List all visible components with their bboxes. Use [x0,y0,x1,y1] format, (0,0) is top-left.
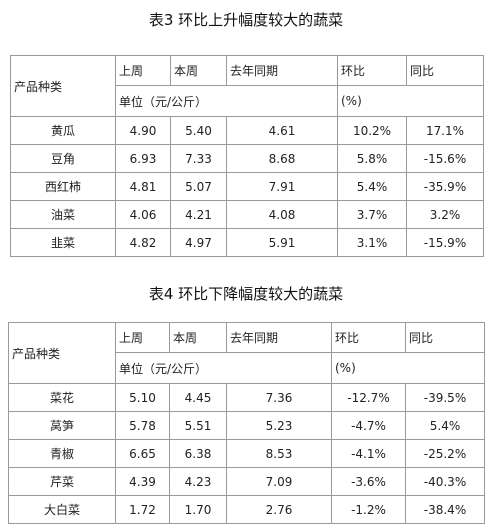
header-product: 产品种类 [10,55,116,117]
cell-this-week: 5.07 [170,172,227,201]
cell-last-year: 7.91 [226,172,338,201]
cell-last-week: 4.39 [115,467,170,496]
cell-product: 韭菜 [10,228,116,257]
cell-this-week: 4.45 [169,383,227,412]
cell-mom: -4.1% [331,439,406,468]
header-mom: 环比 [337,55,407,86]
table3-title: 表3 环比上升幅度较大的蔬菜 [148,11,344,29]
cell-yoy: -15.9% [406,228,484,257]
cell-mom: 3.7% [337,200,407,229]
cell-last-year: 7.09 [226,467,332,496]
cell-yoy: -39.5% [405,383,485,412]
table4-title: 表4 环比下降幅度较大的蔬菜 [148,285,344,303]
cell-yoy: -15.6% [406,144,484,173]
cell-mom: -1.2% [331,495,406,524]
cell-mom: 10.2% [337,116,407,145]
cell-yoy: -35.9% [406,172,484,201]
header-unit: 单位（元/公斤） [115,85,338,117]
cell-product: 青椒 [8,439,116,468]
cell-mom: 5.8% [337,144,407,173]
cell-last-week: 6.65 [115,439,170,468]
cell-last-year: 2.76 [226,495,332,524]
cell-last-year: 8.68 [226,144,338,173]
table-row: 莴笋 5.78 5.51 5.23 -4.7% 5.4% [8,411,485,440]
cell-last-year: 4.61 [226,116,338,145]
cell-yoy: 3.2% [406,200,484,229]
cell-yoy: 5.4% [405,411,485,440]
cell-last-week: 4.90 [115,116,171,145]
header-row: 产品种类 上周 本周 去年同期 环比 同比 [10,55,484,117]
cell-yoy: -38.4% [405,495,485,524]
header-last-week: 上周 [115,322,170,353]
cell-last-week: 6.93 [115,144,171,173]
cell-this-week: 5.51 [169,411,227,440]
header-unit: 单位（元/公斤） [115,352,332,384]
table-row: 油菜 4.06 4.21 4.08 3.7% 3.2% [10,200,484,229]
cell-mom: -12.7% [331,383,406,412]
cell-last-year: 8.53 [226,439,332,468]
cell-last-week: 4.06 [115,200,171,229]
cell-product: 油菜 [10,200,116,229]
cell-mom: 5.4% [337,172,407,201]
table-row: 青椒 6.65 6.38 8.53 -4.1% -25.2% [8,439,485,468]
cell-product: 菜花 [8,383,116,412]
header-this-week: 本周 [170,55,227,86]
header-last-year: 去年同期 [226,55,338,86]
header-this-week: 本周 [169,322,227,353]
cell-product: 大白菜 [8,495,116,524]
unit-row: 单位（元/公斤） (%) [9,352,485,384]
cell-this-week: 1.70 [169,495,227,524]
table-row: 豆角 6.93 7.33 8.68 5.8% -15.6% [10,144,484,173]
cell-this-week: 5.40 [170,116,227,145]
cell-last-year: 5.91 [226,228,338,257]
cell-last-week: 5.78 [115,411,170,440]
cell-product: 莴笋 [8,411,116,440]
header-row: 产品种类 上周 本周 去年同期 环比 同比 [8,322,485,384]
cell-product: 西红柿 [10,172,116,201]
table3-rising-vegetables: 产品种类 上周 本周 去年同期 环比 同比 单位（元/公斤） (%) 黄瓜 4.9… [10,55,484,257]
cell-last-week: 5.10 [115,383,170,412]
header-percent: (%) [331,352,485,384]
cell-last-year: 5.23 [226,411,332,440]
cell-this-week: 7.33 [170,144,227,173]
table-row: 菜花 5.10 4.45 7.36 -12.7% -39.5% [8,383,485,412]
table-row: 大白菜 1.72 1.70 2.76 -1.2% -38.4% [8,495,485,524]
cell-yoy: -25.2% [405,439,485,468]
cell-product: 豆角 [10,144,116,173]
header-mom: 环比 [331,322,406,353]
cell-mom: -3.6% [331,467,406,496]
unit-row: 单位（元/公斤） (%) [11,85,484,117]
table-row: 芹菜 4.39 4.23 7.09 -3.6% -40.3% [8,467,485,496]
cell-product: 黄瓜 [10,116,116,145]
cell-yoy: -40.3% [405,467,485,496]
cell-last-year: 7.36 [226,383,332,412]
cell-this-week: 4.23 [169,467,227,496]
header-last-week: 上周 [115,55,171,86]
header-product: 产品种类 [8,322,116,384]
cell-this-week: 4.97 [170,228,227,257]
header-percent: (%) [337,85,484,117]
cell-mom: -4.7% [331,411,406,440]
header-yoy: 同比 [406,55,484,86]
table-row: 韭菜 4.82 4.97 5.91 3.1% -15.9% [10,228,484,257]
table4-falling-vegetables: 产品种类 上周 本周 去年同期 环比 同比 单位（元/公斤） (%) 菜花 5.1… [8,322,485,524]
header-last-year: 去年同期 [226,322,332,353]
header-yoy: 同比 [405,322,485,353]
cell-this-week: 4.21 [170,200,227,229]
cell-last-year: 4.08 [226,200,338,229]
cell-last-week: 4.81 [115,172,171,201]
table-row: 西红柿 4.81 5.07 7.91 5.4% -35.9% [10,172,484,201]
cell-this-week: 6.38 [169,439,227,468]
table-row: 黄瓜 4.90 5.40 4.61 10.2% 17.1% [10,116,484,145]
cell-last-week: 1.72 [115,495,170,524]
cell-mom: 3.1% [337,228,407,257]
cell-last-week: 4.82 [115,228,171,257]
cell-yoy: 17.1% [406,116,484,145]
cell-product: 芹菜 [8,467,116,496]
